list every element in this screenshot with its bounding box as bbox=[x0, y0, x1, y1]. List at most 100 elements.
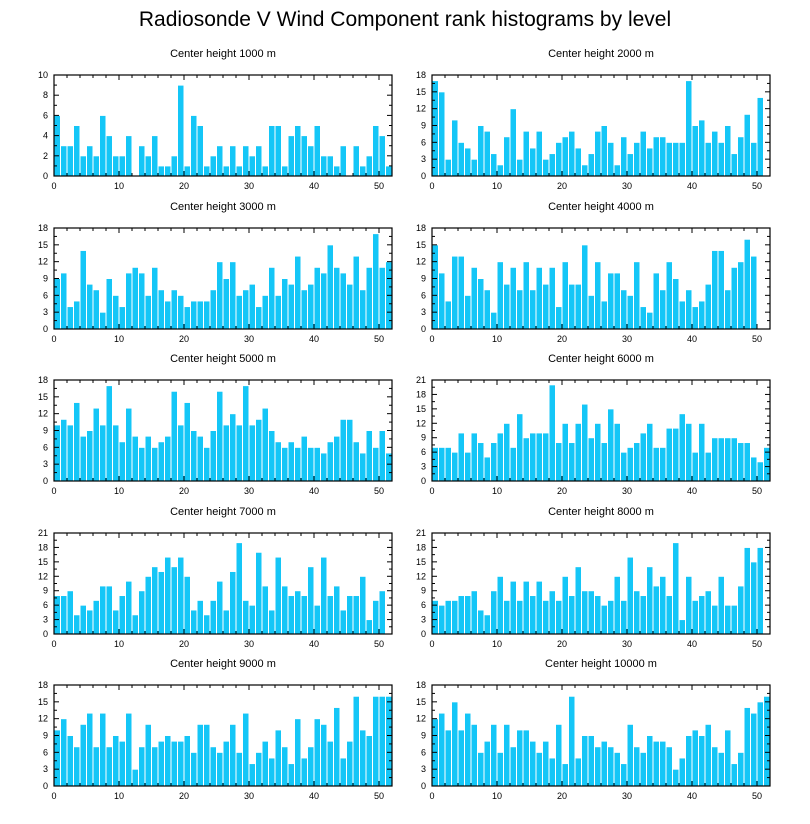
histogram-bar bbox=[138, 590, 146, 635]
histogram-bar bbox=[372, 233, 380, 330]
histogram-bar bbox=[125, 580, 133, 635]
histogram-bar bbox=[652, 136, 660, 177]
histogram-bar bbox=[509, 446, 517, 482]
histogram-bar bbox=[144, 723, 152, 787]
histogram-bar bbox=[678, 413, 686, 482]
histogram-bar bbox=[313, 125, 321, 177]
histogram-bar bbox=[268, 125, 276, 177]
histogram-bar bbox=[678, 141, 686, 177]
histogram-bar bbox=[665, 261, 673, 330]
histogram-bar bbox=[307, 566, 315, 635]
histogram-bar bbox=[60, 595, 68, 635]
y-tick-label: 18 bbox=[38, 375, 48, 385]
histogram-bar bbox=[378, 695, 386, 787]
histogram-bar bbox=[561, 261, 569, 330]
histogram-bar bbox=[704, 451, 712, 482]
panel-title: Center height 3000 m bbox=[170, 201, 276, 213]
histogram-bar bbox=[118, 595, 126, 635]
histogram-bar bbox=[470, 158, 478, 177]
histogram-bar bbox=[555, 599, 563, 635]
histogram-bar bbox=[274, 294, 282, 330]
histogram-bar bbox=[535, 580, 543, 635]
histogram-bar bbox=[300, 595, 308, 635]
histogram-bar bbox=[118, 740, 126, 787]
histogram-bar bbox=[522, 261, 530, 330]
histogram-bar bbox=[144, 435, 152, 482]
histogram-bar bbox=[594, 261, 602, 330]
histogram-bar bbox=[365, 735, 373, 787]
histogram-bar bbox=[477, 609, 485, 635]
x-tick-label: 50 bbox=[374, 486, 384, 496]
histogram-bar bbox=[170, 289, 178, 330]
histogram-bar bbox=[209, 289, 217, 330]
histogram-bar bbox=[568, 283, 576, 330]
histogram-bar bbox=[659, 740, 667, 787]
y-tick-label: 6 bbox=[43, 600, 48, 610]
histogram-bar bbox=[711, 437, 719, 482]
histogram-bar bbox=[639, 306, 647, 330]
histogram-bar bbox=[594, 746, 602, 787]
histogram-bar bbox=[691, 125, 699, 177]
histogram-bar bbox=[535, 751, 543, 787]
histogram-bar bbox=[743, 546, 751, 635]
histogram-bar bbox=[743, 238, 751, 330]
histogram-bar bbox=[750, 561, 758, 635]
x-tick-label: 10 bbox=[114, 334, 124, 344]
histogram-bar bbox=[587, 590, 595, 635]
y-tick-label: 9 bbox=[43, 586, 48, 596]
histogram-bar bbox=[365, 430, 373, 482]
histogram-bar bbox=[60, 718, 68, 787]
histogram-bar bbox=[652, 585, 660, 635]
histogram-bar bbox=[737, 751, 745, 787]
histogram-bar bbox=[300, 289, 308, 330]
histogram-bar bbox=[516, 599, 524, 635]
y-tick-label: 6 bbox=[421, 747, 426, 757]
histogram-bar bbox=[451, 255, 459, 330]
x-tick-label: 30 bbox=[244, 791, 254, 801]
histogram-bar bbox=[503, 283, 511, 330]
histogram-bar bbox=[242, 289, 250, 330]
histogram-bar bbox=[581, 164, 589, 177]
histogram-bar bbox=[750, 712, 758, 787]
histogram-bar bbox=[313, 718, 321, 787]
histogram-bar bbox=[346, 595, 354, 635]
histogram-bar bbox=[222, 609, 230, 635]
histogram-bar bbox=[255, 551, 263, 635]
histogram-bar bbox=[151, 135, 159, 177]
histogram-bar bbox=[724, 125, 732, 177]
x-tick-label: 50 bbox=[374, 334, 384, 344]
histogram-bar bbox=[307, 283, 315, 330]
histogram-bar bbox=[86, 283, 94, 330]
histogram-bar bbox=[359, 575, 367, 635]
histogram-bar bbox=[190, 430, 198, 482]
histogram-bar bbox=[509, 108, 517, 177]
histogram-bar bbox=[112, 424, 120, 482]
histogram-bar bbox=[281, 165, 289, 177]
histogram-bar bbox=[196, 125, 204, 177]
y-tick-label: 9 bbox=[421, 274, 426, 284]
histogram-bar bbox=[177, 424, 185, 482]
histogram-bar bbox=[659, 289, 667, 330]
histogram-bar bbox=[385, 452, 393, 482]
panel-title: Center height 4000 m bbox=[548, 201, 654, 213]
histogram-bar bbox=[516, 289, 524, 330]
histogram-bar bbox=[464, 595, 472, 635]
histogram-bar bbox=[672, 768, 680, 787]
histogram-bar bbox=[496, 432, 504, 482]
histogram-bar bbox=[561, 422, 569, 482]
panel-title: Center height 6000 m bbox=[548, 353, 654, 365]
y-tick-label: 12 bbox=[38, 409, 48, 419]
histogram-bar bbox=[698, 422, 706, 482]
y-tick-label: 18 bbox=[38, 680, 48, 690]
histogram-bar bbox=[529, 289, 537, 330]
histogram-bar bbox=[652, 740, 660, 787]
x-tick-label: 30 bbox=[622, 181, 632, 191]
histogram-bar bbox=[561, 575, 569, 635]
histogram-bar bbox=[79, 249, 87, 330]
x-tick-label: 40 bbox=[687, 181, 697, 191]
histogram-bar bbox=[261, 740, 269, 787]
histogram-bar bbox=[613, 422, 621, 482]
histogram-bar bbox=[105, 746, 113, 787]
y-tick-label: 15 bbox=[38, 240, 48, 250]
histogram-bar bbox=[307, 145, 315, 177]
